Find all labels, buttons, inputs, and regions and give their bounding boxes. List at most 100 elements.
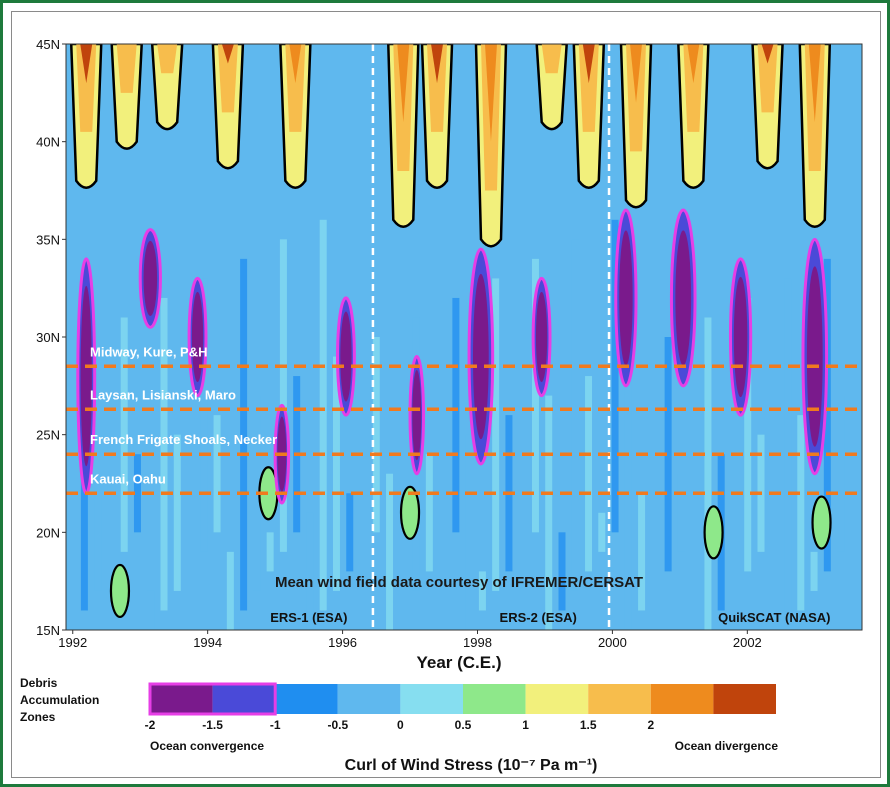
colorbar-bin [650,684,714,714]
divergence-peak [484,44,497,142]
x-tick-label: 2002 [733,635,762,650]
heatmap-streak [133,454,141,533]
figure-inner-border [11,11,881,778]
colorbar-tick-label: -1 [270,718,281,732]
heatmap-streak [585,376,593,572]
colorbar-bin [400,684,463,714]
colorbar-bin [337,684,401,714]
heatmap-streak [120,317,128,552]
convergence-zone [531,276,552,398]
heatmap-streak [425,454,433,572]
divergence-note: Ocean divergence [675,739,779,753]
divergence-contour [150,44,184,131]
convergence-zone [187,276,208,398]
divergence-band [677,44,710,189]
heatmap-streak [452,297,460,533]
heatmap-streak [173,434,181,591]
y-tick-label: 20N [36,525,60,540]
heatmap-streak [837,395,845,552]
convergence-core [472,273,489,440]
divergence-contour [535,44,568,131]
colorbar-bin [150,684,213,714]
y-tick-label: 25N [36,428,60,443]
divergence-peak [397,44,410,123]
divergence-band [572,44,606,189]
heatmap-streak [571,239,579,591]
x-tick-label: 1998 [463,635,492,650]
debris-zone-highlight [148,682,277,716]
convergence-zone [138,228,162,329]
divergence-peak [761,44,774,64]
heatmap-streak [744,297,752,572]
convergence-zone [76,257,97,495]
heatmap-streak [545,395,553,630]
heatmap-streak [492,278,500,591]
heatmap-streak [306,512,314,630]
heatmap-streak [478,571,486,611]
positive-curl-patch [811,495,832,550]
colorbar-tick-label: 0 [397,718,404,732]
divergence-band [751,44,784,170]
island-label: Kauai, Oahu [90,471,166,486]
credit-text: Mean wind field data courtesy of IFREMER… [275,574,643,591]
heatmap-streak [94,473,102,591]
heatmap-streak [558,532,566,611]
colorbar-tick-label: -1.5 [202,718,223,732]
heatmap-streak [531,258,539,533]
y-tick-label: 30N [36,330,60,345]
heatmap-streak [823,258,831,572]
colorbar-bin [212,684,276,714]
zone-label-line-3: Zones [20,710,56,724]
convergence-core [619,230,633,366]
divergence-band [474,44,508,248]
divergence-band [535,24,568,131]
heatmap-streak [677,473,685,552]
convergence-core [191,291,204,383]
colorbar-tick-label: 1 [522,718,529,732]
divergence-peak [546,24,558,44]
x-tick-label: 1996 [328,635,357,650]
x-tick-label: 1992 [58,635,87,650]
heatmap-streak [386,473,394,630]
divergence-band [387,44,420,229]
divergence-band [211,44,245,170]
colorbar-title: Curl of Wind Stress (10⁻⁷ Pa m⁻¹) [345,757,598,774]
divergence-band [110,44,143,150]
divergence-core [76,44,97,132]
colorbar-tick-label: -2 [145,718,156,732]
divergence-peak [431,44,444,84]
x-tick-label: 2000 [598,635,627,650]
y-tick-label: 35N [36,232,60,247]
divergence-peak [161,24,173,44]
heatmap-streak [598,512,606,552]
x-axis-title: Year (C.E.) [416,653,501,672]
divergence-peak [289,44,302,84]
divergence-core [157,44,178,74]
convergence-zone [801,237,829,476]
colorbar-bin [275,684,338,714]
y-tick-label: 15N [36,623,60,638]
colorbar-tick-label: 0.5 [455,718,472,732]
convergence-core [675,230,692,366]
heatmap-streak [611,219,619,533]
convergence-core [80,285,92,467]
satellite-label: ERS-1 (ESA) [270,610,347,625]
convergence-zone [728,257,753,417]
divergence-peak [582,44,595,84]
divergence-band [420,44,454,189]
heatmap-streak [332,356,340,591]
convergence-zone [669,208,697,388]
divergence-peak [221,44,234,64]
convergence-core [412,370,422,461]
colorbar-tick-label: -0.5 [327,718,348,732]
colorbar-tick-label: 2 [647,718,654,732]
satellite-label: ERS-2 (ESA) [500,610,577,625]
satellite-label: QuikSCAT (NASA) [718,610,830,625]
heatmap-streak [638,493,646,611]
positive-curl-patch [399,485,421,540]
heatmap-streak [213,415,221,533]
divergence-band [279,44,312,189]
divergence-peak [808,44,821,123]
heatmap-streak [266,532,274,572]
convergence-zone [408,355,426,476]
